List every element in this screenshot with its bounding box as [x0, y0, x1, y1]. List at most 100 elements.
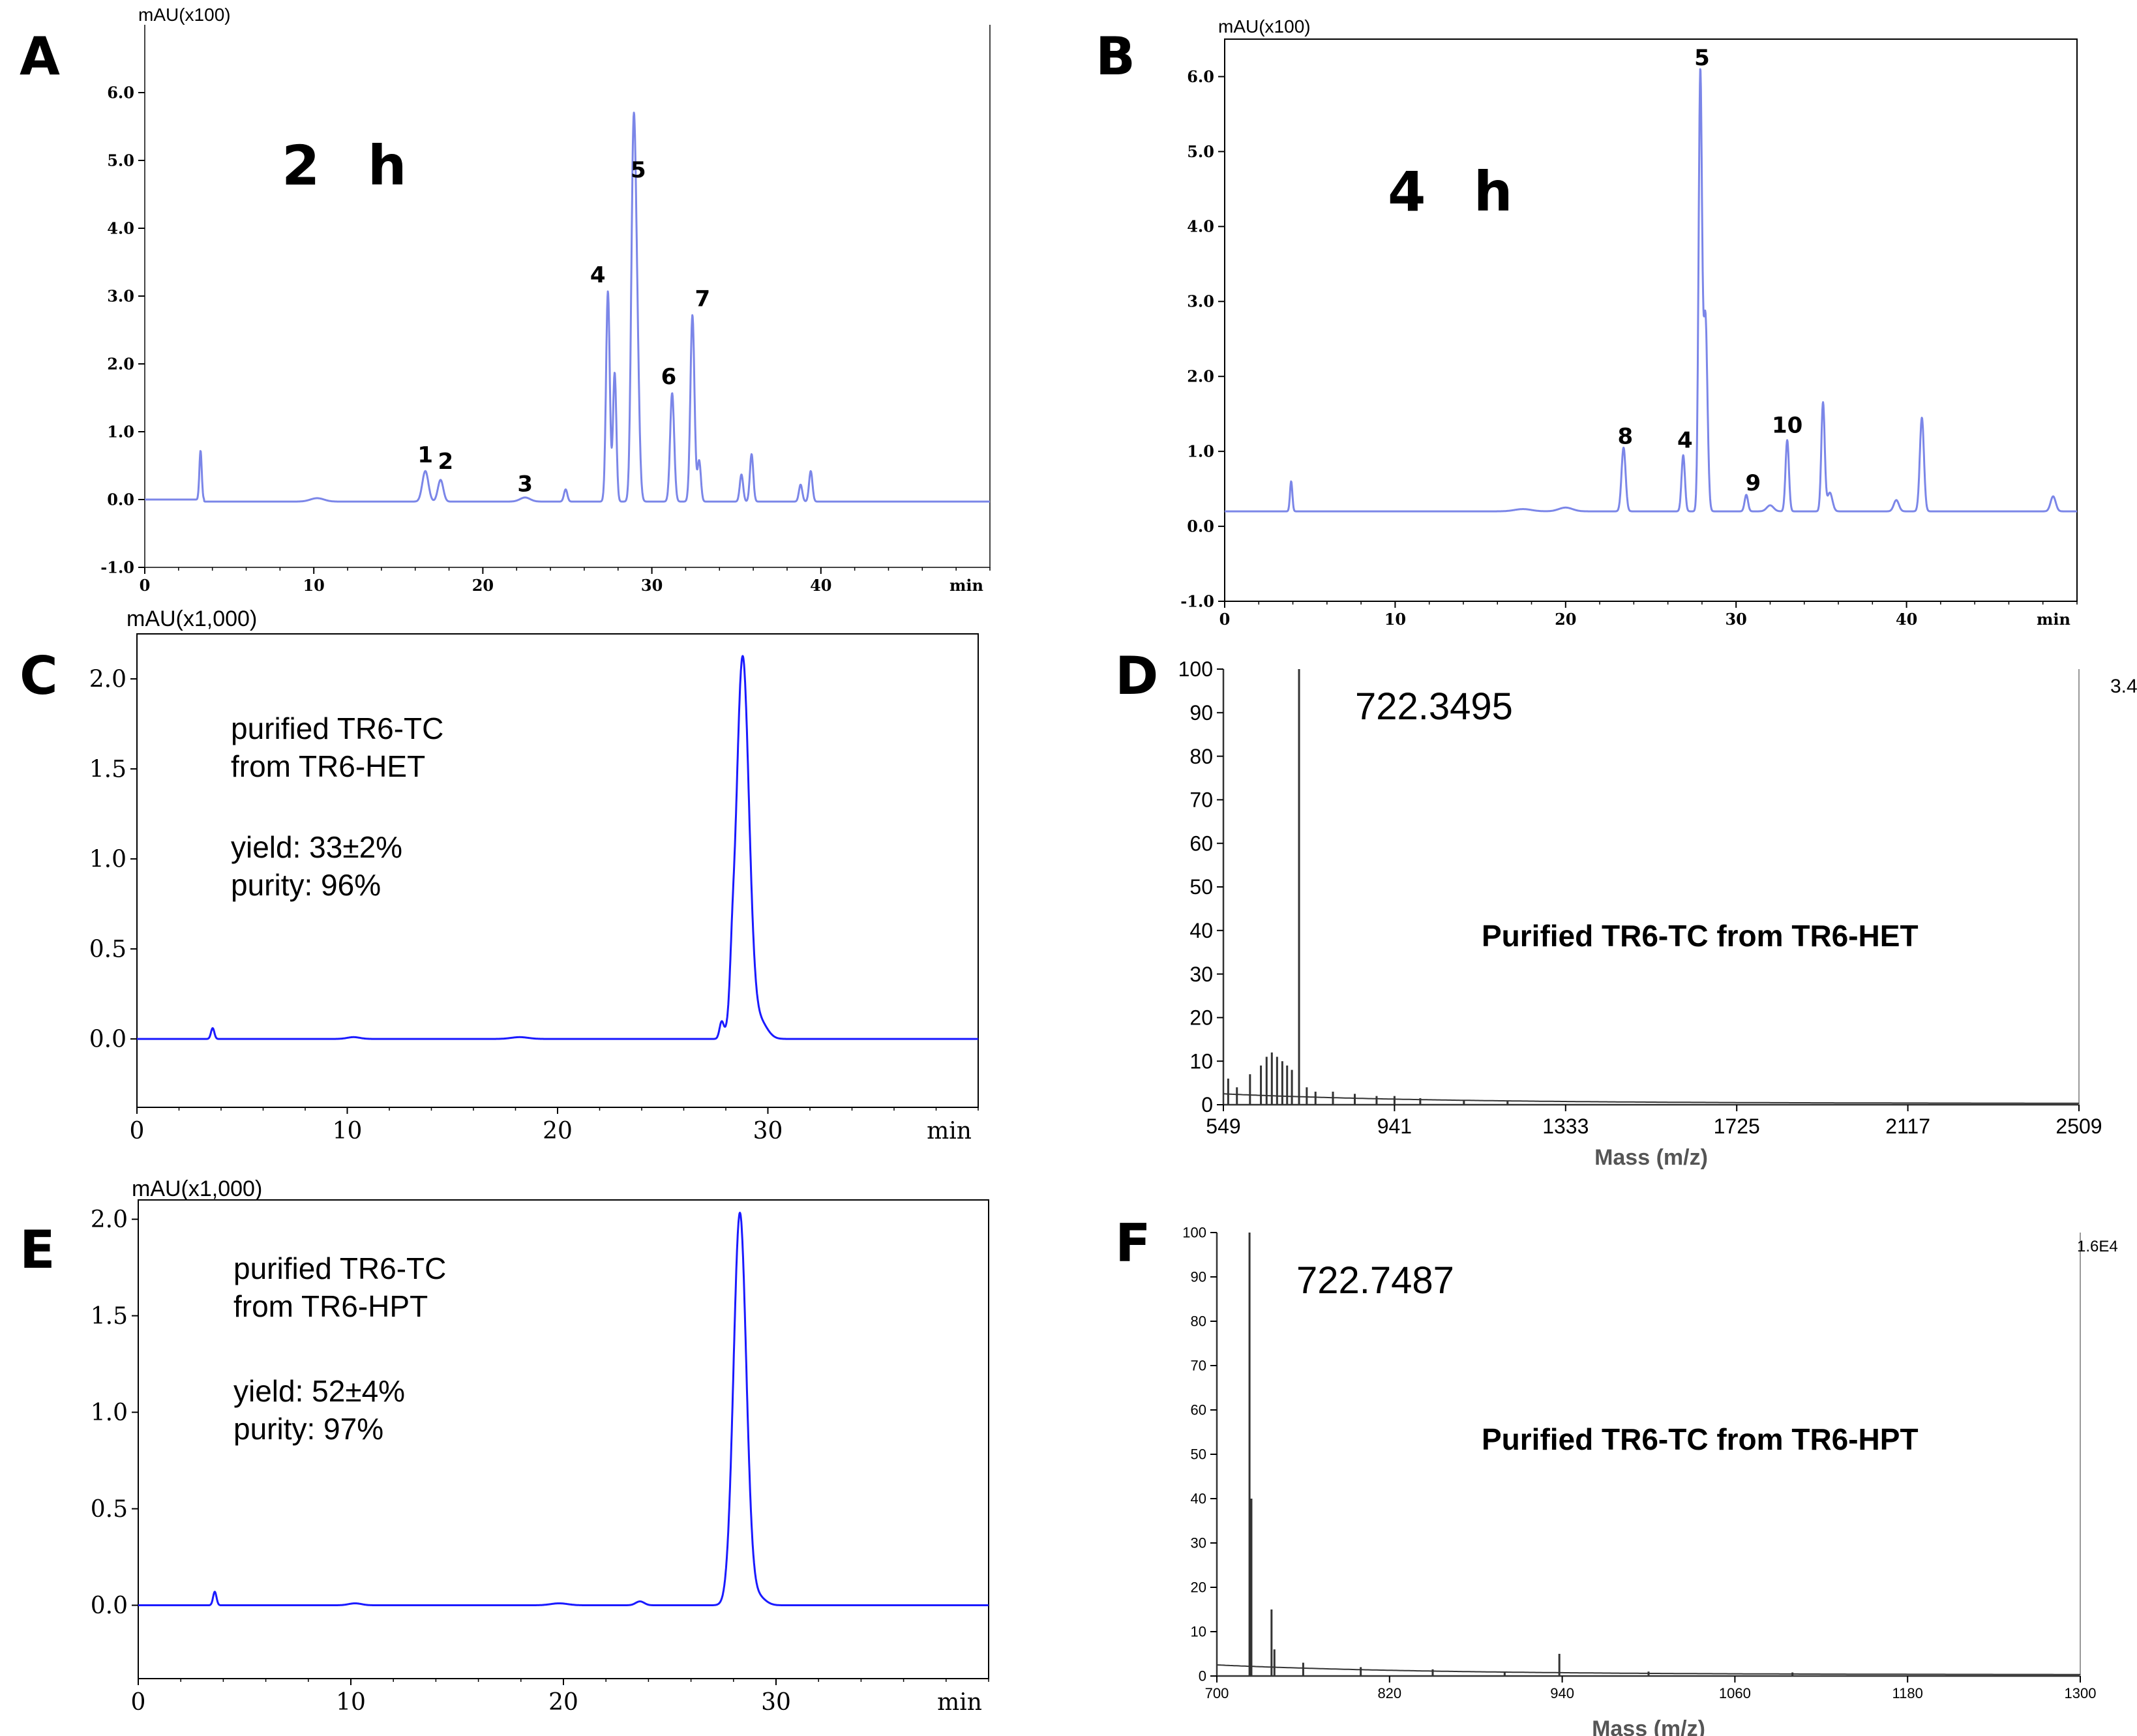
peak-number-label: 5 — [631, 157, 646, 183]
time-label-2h: 2 h — [282, 134, 421, 198]
spectrum-title: Purified TR6-TC from TR6-HET — [1482, 919, 1919, 953]
panel-d: D 0 10 20 30 40 50 60 70 80 90 100 549 941 1333 1725 21… — [1069, 633, 2137, 1187]
hplc-chart-purified-het: 0.0 0.5 1.0 1.5 2.0 0 10 20 30 min mAU(x1,000) — [89, 606, 979, 1145]
y-tick-label: 5.0 — [107, 151, 134, 170]
y-tick-label: 80 — [1189, 745, 1213, 768]
y-tick-label: 5.0 — [1187, 142, 1214, 161]
y-tick-label: 60 — [1191, 1402, 1206, 1418]
peak-mass-label: 722.7487 — [1296, 1259, 1454, 1302]
y-tick-label: 0.0 — [1187, 516, 1214, 535]
mass-spectrum-het: 0 10 20 30 40 50 60 70 80 90 100 549 941 1333 1725 2117… — [1178, 657, 2102, 1170]
x-axis-label: min — [949, 576, 983, 595]
x-tick-label: 0 — [131, 1689, 146, 1716]
y-tick-label: 20 — [1191, 1579, 1206, 1596]
plot-axes — [1222, 669, 2079, 1106]
y-tick-label: 40 — [1191, 1491, 1206, 1507]
y-tick-label: 50 — [1191, 1446, 1206, 1463]
panel-letter-f: F — [1115, 1213, 1151, 1274]
x-tick-label: 1725 — [1714, 1115, 1760, 1138]
purity-text: purity: 97% — [233, 1412, 384, 1446]
x-tick-label: 10 — [333, 1118, 363, 1145]
peak-number-label: 7 — [695, 286, 711, 312]
peak-number-label: 6 — [661, 364, 677, 390]
y-tick-label: 40 — [1189, 919, 1213, 942]
y-tick-label: 0.0 — [91, 1593, 128, 1619]
y-tick-label: 70 — [1191, 1358, 1206, 1374]
y-tick-label: 2.0 — [107, 354, 134, 373]
y-tick-label: 0.0 — [107, 490, 134, 509]
x-tick-label: 40 — [810, 576, 831, 595]
sample-name-line1: purified TR6-TC — [231, 711, 444, 745]
y-tick-label: 80 — [1191, 1313, 1206, 1330]
x-tick-label: 30 — [641, 576, 663, 595]
y-tick-label: 2.0 — [89, 666, 127, 693]
mass-spectrum-hpt: 0 10 20 30 40 50 60 70 80 90 100 700 820 940 1060 1180 1… — [1182, 1225, 2097, 1736]
x-tick-label: 40 — [1896, 610, 1917, 629]
peak-number-label: 10 — [1772, 412, 1802, 438]
y-tick-label: 1.5 — [89, 756, 127, 783]
panel-b: B -1.0 0.0 1.0 2.0 3.0 4.0 5.0 6.0 0 10 20 30 40 min m… — [1069, 0, 2137, 629]
y-tick-label: 30 — [1189, 963, 1213, 986]
y-tick-label: 30 — [1191, 1535, 1206, 1551]
y-tick-label: 0.0 — [89, 1026, 127, 1053]
y-tick-label: 4.0 — [107, 218, 134, 237]
plot-frame — [1224, 38, 2078, 602]
panel-c: C 0.0 0.5 1.0 1.5 2.0 0 10 20 30 min mAU(x1,000) p… — [0, 606, 1056, 1154]
x-tick-label: 1333 — [1542, 1115, 1589, 1138]
spectrum-title: Purified TR6-TC from TR6-HPT — [1482, 1422, 1919, 1456]
y-axis-label: mAU(x1,000) — [132, 1176, 262, 1201]
time-label-4h: 4 h — [1388, 160, 1527, 224]
intensity-scale-label: 1.6E4 — [2077, 1238, 2118, 1255]
intensity-scale-label: 3.4 — [2110, 676, 2137, 697]
x-axis-label: Mass (m/z) — [1594, 1145, 1708, 1170]
peak-number-label: 8 — [1617, 424, 1633, 450]
y-tick-label: 6.0 — [1187, 67, 1214, 86]
y-tick-label: 3.0 — [1187, 292, 1214, 311]
hplc-chart-2h: -1.0 0.0 1.0 2.0 3.0 4.0 5.0 6.0 0 10 20 30 40 min mAU… — [100, 5, 991, 595]
y-axis-label: mAU(x1,000) — [127, 606, 257, 631]
hplc-chart-purified-hpt: 0.0 0.5 1.0 1.5 2.0 0 10 20 30 min mAU(x1,000) — [91, 1176, 989, 1716]
x-tick-label: 1060 — [1719, 1685, 1751, 1701]
y-tick-label: 20 — [1189, 1006, 1213, 1030]
x-axis-label: min — [927, 1118, 972, 1145]
y-tick-label: 60 — [1189, 831, 1213, 855]
x-tick-label: 10 — [303, 576, 324, 595]
panel-letter-e: E — [20, 1220, 55, 1280]
x-axis-label: Mass (m/z) — [1592, 1716, 1705, 1736]
spectrum-baseline — [1223, 1093, 2079, 1104]
y-tick-label: 100 — [1182, 1225, 1206, 1241]
sample-name-line2: from TR6-HPT — [233, 1289, 428, 1323]
x-axis-label: min — [2037, 610, 2070, 629]
panel-letter-a: A — [20, 26, 60, 87]
sample-name-line1: purified TR6-TC — [233, 1251, 447, 1285]
x-tick-label: 1300 — [2065, 1685, 2097, 1701]
y-tick-label: 6.0 — [107, 83, 134, 102]
y-tick-label: 1.0 — [107, 422, 134, 441]
y-tick-label: 10 — [1191, 1624, 1206, 1640]
chromatogram-trace — [138, 1212, 989, 1606]
y-tick-label: 1.0 — [1187, 442, 1214, 461]
panel-e: E 0.0 0.5 1.0 1.5 2.0 0 10 20 30 min mAU(x1,000) p… — [0, 1174, 1056, 1722]
x-tick-label: 20 — [1555, 610, 1576, 629]
y-tick-label: 90 — [1191, 1269, 1206, 1285]
x-tick-label: 820 — [1377, 1685, 1401, 1701]
sample-name-line2: from TR6-HET — [231, 749, 426, 783]
hplc-chart-4h: -1.0 0.0 1.0 2.0 3.0 4.0 5.0 6.0 0 10 20 30 40 min mAU… — [1180, 16, 2078, 629]
x-tick-label: 0 — [130, 1118, 145, 1145]
y-tick-label: 1.5 — [91, 1303, 128, 1330]
x-tick-label: 0 — [140, 576, 151, 595]
peak-number-label: 9 — [1746, 470, 1761, 496]
peak-number-label: 4 — [1677, 427, 1693, 453]
y-tick-label: -1.0 — [100, 558, 134, 576]
chromatogram-trace — [1224, 68, 2078, 513]
peak-number-label: 1 — [417, 442, 433, 468]
chromatogram-trace — [136, 655, 979, 1040]
y-tick-label: 2.0 — [1187, 367, 1214, 386]
x-tick-label: 20 — [543, 1118, 573, 1145]
panel-letter-b: B — [1096, 26, 1135, 87]
y-tick-label: 4.0 — [1187, 217, 1214, 236]
y-tick-label: 2.0 — [91, 1206, 128, 1233]
x-tick-label: 2509 — [2055, 1115, 2102, 1138]
y-tick-label: 0 — [1199, 1668, 1206, 1684]
y-axis-label: mAU(x100) — [138, 5, 231, 25]
